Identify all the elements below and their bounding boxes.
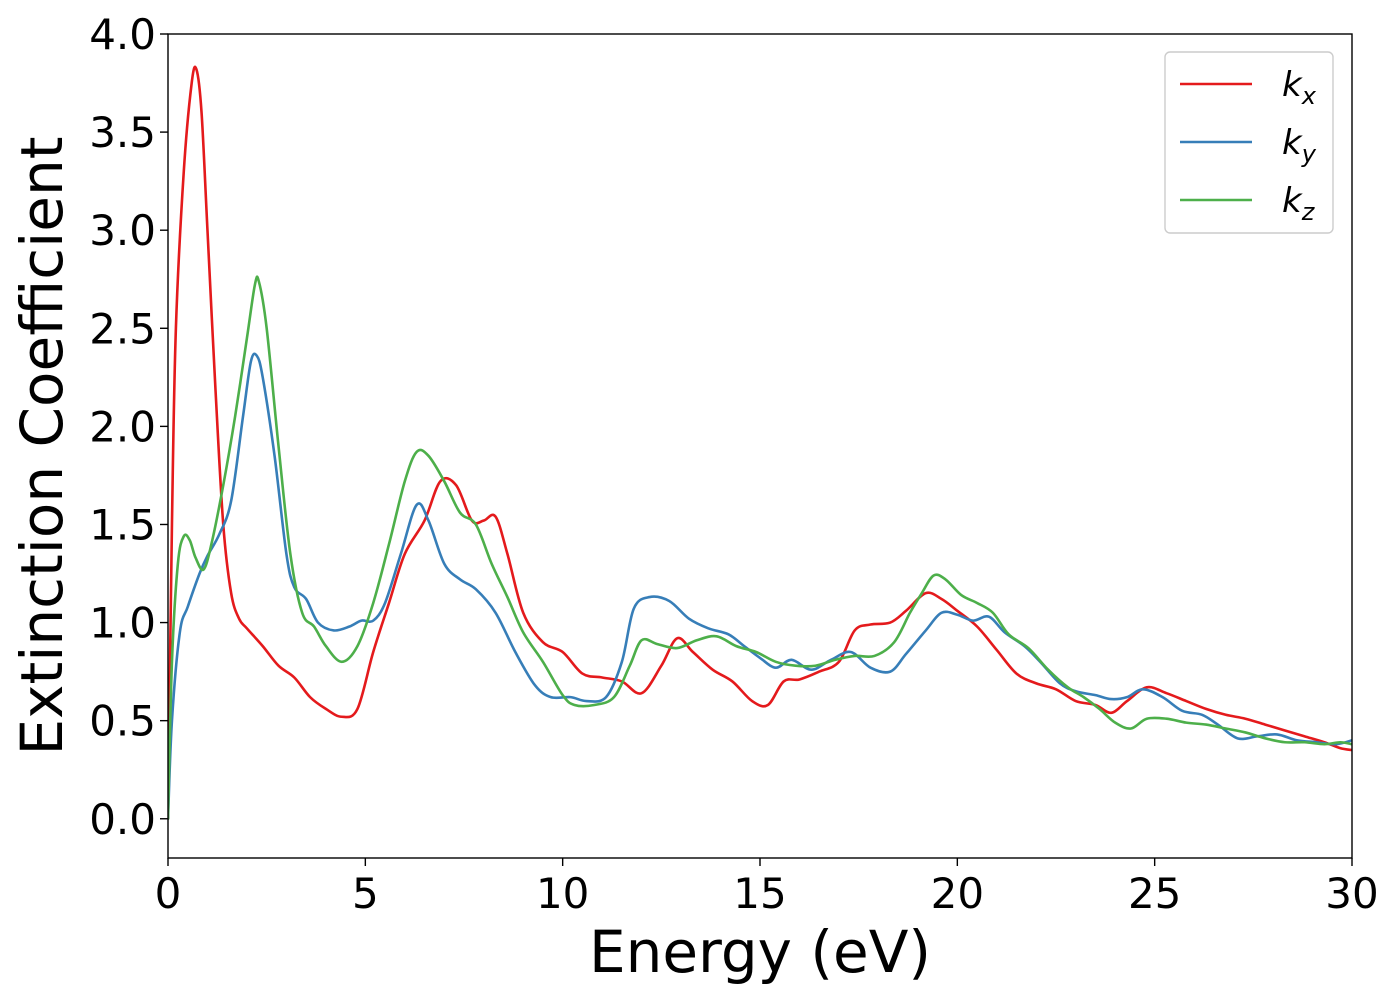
series-layer [168,65,1352,821]
legend-label-kx: kx [1282,65,1317,110]
series-line-kx [168,65,1352,821]
x-tick-label: 25 [1128,869,1181,918]
y-tick-label: 4.0 [89,10,156,59]
x-tick-label: 10 [536,869,589,918]
x-tick-label: 15 [733,869,786,918]
legend-label-ky: ky [1282,123,1317,168]
y-axis-title: Extinction Coefficient [8,137,76,756]
series-line-kz [168,275,1352,821]
y-axis: 0.0 0.5 1.0 1.5 2.0 2.5 3.0 3.5 4.0 [89,10,168,844]
x-tick-label: 0 [155,869,182,918]
y-tick-label: 3.5 [89,108,156,157]
x-tick-label: 5 [352,869,379,918]
y-tick-label: 3.0 [89,206,156,255]
x-axis-title: Energy (eV) [589,918,931,986]
series-line-ky [168,352,1352,821]
y-tick-label: 1.5 [89,500,156,549]
y-tick-label: 0.0 [89,795,156,844]
x-tick-label: 30 [1325,869,1378,918]
y-tick-label: 2.5 [89,304,156,353]
y-tick-label: 1.0 [89,599,156,648]
y-tick-label: 0.5 [89,697,156,746]
x-axis: 0 5 10 15 20 25 30 [155,858,1379,918]
legend: kx ky kz [1164,51,1334,234]
x-tick-label: 20 [931,869,984,918]
legend-label-kz: kz [1282,181,1316,226]
y-tick-label: 2.0 [89,402,156,451]
